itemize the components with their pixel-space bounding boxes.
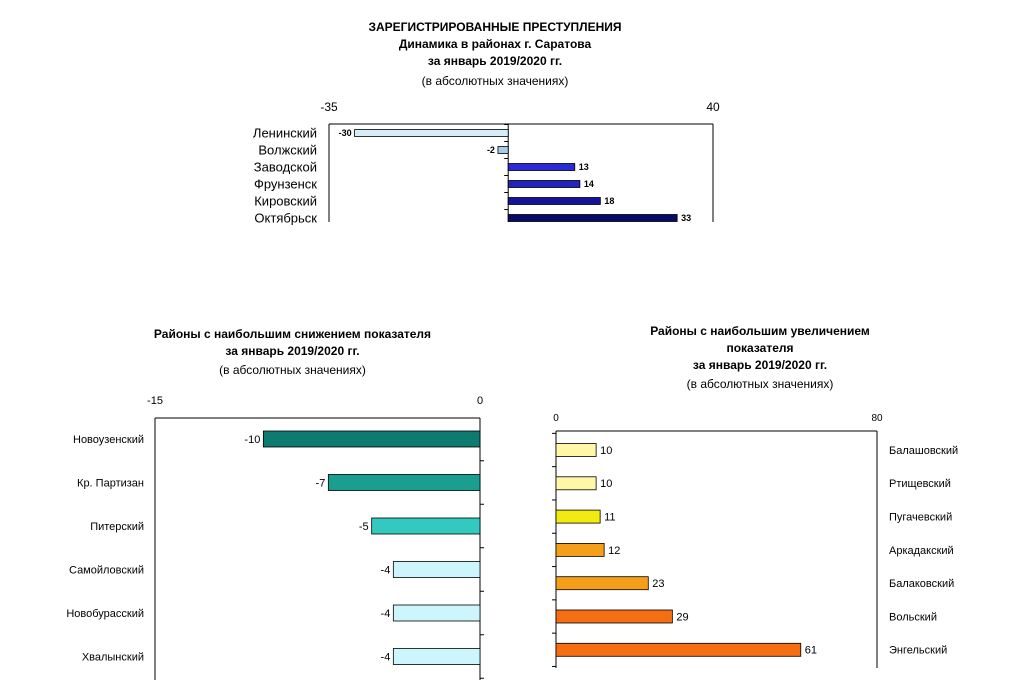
chart1-category-label: Ленинский xyxy=(253,126,317,141)
chart2-value-label: -10 xyxy=(244,434,260,446)
chart2-bar xyxy=(327,474,481,491)
chart3-category-label: Ртищевский xyxy=(889,478,951,490)
chart3-category-label: Аркадакский xyxy=(889,545,954,557)
chart2-category-label: Самойловский xyxy=(69,564,144,576)
chart1-category-label: Фрунзенск xyxy=(254,177,317,192)
chart1-bar xyxy=(507,163,576,171)
chart3-value-label: 12 xyxy=(608,545,620,557)
chart3-value-label: 29 xyxy=(676,611,688,623)
chart1-value-label: 13 xyxy=(579,162,589,172)
chart2-category-label: Новоузенский xyxy=(73,434,144,446)
chart2-bar xyxy=(371,517,481,535)
chart2-bar xyxy=(392,604,481,622)
chart1-category-label: Заводской xyxy=(254,160,317,175)
chart1-title-line-3: за январь 2019/2020 гг. xyxy=(427,54,563,68)
chart3-category-label: Вольский xyxy=(889,611,937,623)
chart1-title-line-1: ЗАРЕГИСТРИРОВАННЫЕ ПРЕСТУПЛЕНИЯ xyxy=(368,20,622,34)
chart1-bar xyxy=(354,129,509,137)
chart1-value-label: 33 xyxy=(681,213,691,223)
chart1-value-label: 14 xyxy=(584,179,594,189)
chart2-tick-label-min: -15 xyxy=(147,395,163,407)
chart2-title-line-1: Районы с наибольшим снижением показателя xyxy=(153,327,432,341)
chart2-value-label: -4 xyxy=(381,608,391,620)
chart2-title-line-2: за январь 2019/2020 гг. xyxy=(225,344,360,358)
chart3-value-label: 61 xyxy=(805,645,817,657)
chart1-bar xyxy=(507,214,678,222)
chart3-category-label: Балаковский xyxy=(889,578,954,590)
chart1-tick-label-max: 40 xyxy=(706,100,720,114)
chart3-value-label: 23 xyxy=(652,578,664,590)
chart3-category-label: Пугачевский xyxy=(889,511,952,523)
chart1-bar xyxy=(497,146,509,154)
chart1-bar xyxy=(507,197,601,205)
chart1-bar xyxy=(507,180,581,188)
chart1-category-label: Волжский xyxy=(258,143,317,158)
chart2-bar xyxy=(392,561,481,578)
chart2-category-label: Хвалынский xyxy=(82,651,144,663)
chart3-title-line-1: Районы с наибольшим увеличением xyxy=(650,324,870,338)
chart3-category-label: Энгельский xyxy=(889,645,947,657)
chart2-value-label: -5 xyxy=(359,521,369,533)
chart2-category-label: Кр. Партизан xyxy=(77,477,144,489)
chart1-value-label: 18 xyxy=(604,196,614,206)
chart1-tick-label-min: -35 xyxy=(320,100,338,114)
chart3-bar xyxy=(555,642,802,657)
chart3-bar xyxy=(555,543,605,557)
chart1-value-label: -2 xyxy=(487,145,495,155)
chart3-subtitle: (в абсолютных значениях) xyxy=(686,377,834,391)
chart2-bar xyxy=(392,648,481,665)
chart3-bar xyxy=(555,509,601,524)
chart2-value-label: -7 xyxy=(316,477,326,489)
chart1-category-label: Октябрьск xyxy=(254,211,317,226)
chart3-tick-label-min: 0 xyxy=(553,413,559,424)
chart3-category-label: Балашовский xyxy=(889,445,958,457)
chart3-bar xyxy=(555,476,597,491)
chart3-value-label: 11 xyxy=(604,511,615,523)
chart3-value-label: 10 xyxy=(600,478,612,490)
chart2-title: Районы с наибольшим снижением показателя… xyxy=(100,326,485,360)
chart3-bar xyxy=(555,609,673,624)
chart1-subtitle: (в абсолютных значениях) xyxy=(421,74,569,88)
chart3-title-line-2: показателя xyxy=(726,341,794,355)
chart1-value-label: -30 xyxy=(339,128,352,138)
chart2-tick-label-max: 0 xyxy=(477,395,483,407)
chart3-tick-label-max: 80 xyxy=(871,413,883,424)
chart3-bar xyxy=(555,443,597,457)
chart2-value-label: -4 xyxy=(381,564,391,576)
chart2-bar xyxy=(262,430,481,448)
chart1-title: ЗАРЕГИСТРИРОВАННЫЕ ПРЕСТУПЛЕНИЯ Динамика… xyxy=(300,19,690,70)
chart2-subtitle: (в абсолютных значениях) xyxy=(219,363,366,377)
chart3-bar xyxy=(555,576,649,591)
chart2-category-label: Питерский xyxy=(90,521,144,533)
chart3-title: Районы с наибольшим увеличением показате… xyxy=(565,323,955,374)
chart1-category-label: Кировский xyxy=(254,194,317,209)
chart3-value-label: 10 xyxy=(600,445,612,457)
chart2-value-label: -4 xyxy=(381,651,391,663)
chart2-category-label: Новобурасский xyxy=(66,608,144,620)
chart3-title-line-3: за январь 2019/2020 гг. xyxy=(692,358,828,372)
chart1-title-line-2: Динамика в районах г. Саратова xyxy=(398,37,592,51)
